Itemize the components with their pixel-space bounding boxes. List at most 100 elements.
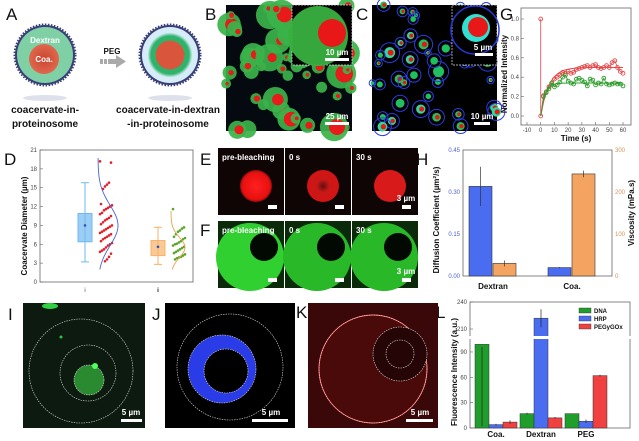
coa-label: Coa. bbox=[35, 55, 52, 64]
bar-dna bbox=[564, 413, 580, 429]
data-point bbox=[171, 244, 175, 247]
data-point bbox=[104, 207, 108, 211]
data-point bbox=[106, 244, 110, 247]
data-point bbox=[601, 75, 607, 81]
proteinosome bbox=[411, 11, 421, 20]
micrograph-i: 5 µm bbox=[23, 303, 145, 428]
coacervate-void bbox=[317, 233, 345, 261]
data-point bbox=[568, 70, 574, 76]
panel-label-k: K bbox=[296, 303, 308, 322]
y-tick-label: 0.45 bbox=[448, 148, 460, 154]
legend-label: PEGyGOx bbox=[594, 325, 623, 331]
plot-frame bbox=[520, 7, 632, 126]
coacervate bbox=[305, 121, 313, 129]
scale-bar bbox=[335, 205, 344, 209]
data-point bbox=[103, 236, 107, 240]
x-tick-label: 50 bbox=[606, 128, 613, 134]
x-category-label: Coa. bbox=[563, 282, 580, 291]
data-point bbox=[181, 237, 185, 241]
legend-swatch bbox=[578, 315, 592, 322]
data-point bbox=[541, 94, 546, 99]
coacervate bbox=[434, 114, 440, 120]
coacervate bbox=[240, 170, 272, 202]
coacervate bbox=[374, 170, 406, 202]
coacervate-void bbox=[384, 233, 412, 261]
coacervate bbox=[272, 93, 284, 106]
scale-bar bbox=[406, 419, 433, 422]
coacervate bbox=[419, 106, 425, 112]
scale-bar bbox=[268, 278, 277, 282]
y-tick-label: 9 bbox=[34, 223, 38, 229]
proteinosome bbox=[424, 49, 432, 57]
proteinosome bbox=[486, 75, 495, 85]
proteinosome bbox=[414, 34, 434, 54]
y-tick-label: 0.0 bbox=[511, 114, 520, 120]
y-tick-label: 0 bbox=[464, 426, 468, 432]
scale-label: 3 µm bbox=[397, 267, 415, 276]
fit-line-red bbox=[540, 67, 624, 117]
y-tick-label: 0.4 bbox=[511, 75, 520, 81]
data-point bbox=[549, 80, 555, 86]
coacervate bbox=[329, 119, 345, 135]
dextran bbox=[370, 81, 375, 85]
y2-tick-label: 300 bbox=[615, 148, 626, 154]
proteinosome bbox=[428, 60, 450, 83]
data-point bbox=[99, 239, 103, 243]
coacervate bbox=[235, 28, 241, 35]
y2-tick-label: 100 bbox=[615, 232, 626, 238]
panel-label-h: H bbox=[416, 150, 428, 169]
dextran bbox=[441, 44, 450, 53]
data-point bbox=[590, 63, 596, 68]
micrograph-k: 5 µm bbox=[308, 303, 438, 428]
scale-label: 5 µm bbox=[474, 43, 492, 52]
frap-e: pre-bleaching 0 s 30 s 3 µm bbox=[218, 148, 418, 215]
coacervate bbox=[229, 12, 235, 18]
proteinosome bbox=[407, 13, 419, 25]
coacervate bbox=[276, 6, 293, 23]
data-point bbox=[109, 161, 113, 164]
data-point bbox=[574, 67, 579, 72]
proteinosome bbox=[373, 117, 392, 137]
x-category-label: Coa. bbox=[487, 430, 504, 439]
data-point bbox=[178, 248, 182, 251]
frame-label: 30 s bbox=[356, 226, 372, 235]
data-point bbox=[612, 80, 618, 86]
frame-label: pre-bleaching bbox=[222, 153, 275, 162]
panel-label-d: D bbox=[4, 150, 16, 169]
dextran-label: Dextran bbox=[30, 36, 60, 45]
data-point bbox=[595, 65, 601, 70]
data-point bbox=[106, 226, 110, 230]
y2-tick-label: 0 bbox=[615, 274, 619, 280]
data-point bbox=[108, 225, 112, 228]
proteinosome bbox=[390, 70, 408, 88]
data-point bbox=[176, 230, 180, 234]
panel-label-f: F bbox=[200, 221, 210, 240]
coacervate bbox=[267, 52, 277, 63]
scale-bar bbox=[121, 419, 142, 422]
data-point bbox=[538, 16, 544, 22]
data-point bbox=[105, 217, 109, 221]
x-tick-label: 0 bbox=[539, 128, 543, 134]
y-axis-label: Diffusion Coefficient (µm²/s) bbox=[432, 166, 441, 273]
coacervate-core bbox=[29, 44, 59, 74]
data-point bbox=[109, 252, 113, 256]
legend-swatch bbox=[578, 323, 592, 330]
coacervate bbox=[411, 10, 415, 14]
data-point bbox=[182, 226, 186, 229]
data-point bbox=[102, 209, 106, 212]
data-point bbox=[590, 77, 596, 83]
y-tick-label: 0.00 bbox=[448, 274, 460, 280]
droplet bbox=[282, 70, 294, 81]
data-point bbox=[104, 246, 108, 249]
data-point bbox=[99, 222, 103, 226]
data-point bbox=[176, 249, 180, 252]
distribution-curve bbox=[170, 210, 186, 270]
panel-label-j: J bbox=[152, 305, 161, 324]
box bbox=[77, 212, 93, 243]
frame-label: 30 s bbox=[356, 153, 372, 162]
peg-arrow-label: PEG bbox=[104, 47, 121, 56]
data-point bbox=[173, 242, 177, 246]
x-category-label: Dextran bbox=[478, 282, 508, 291]
y-tick-label: 15 bbox=[30, 186, 37, 192]
data-point bbox=[110, 204, 114, 207]
